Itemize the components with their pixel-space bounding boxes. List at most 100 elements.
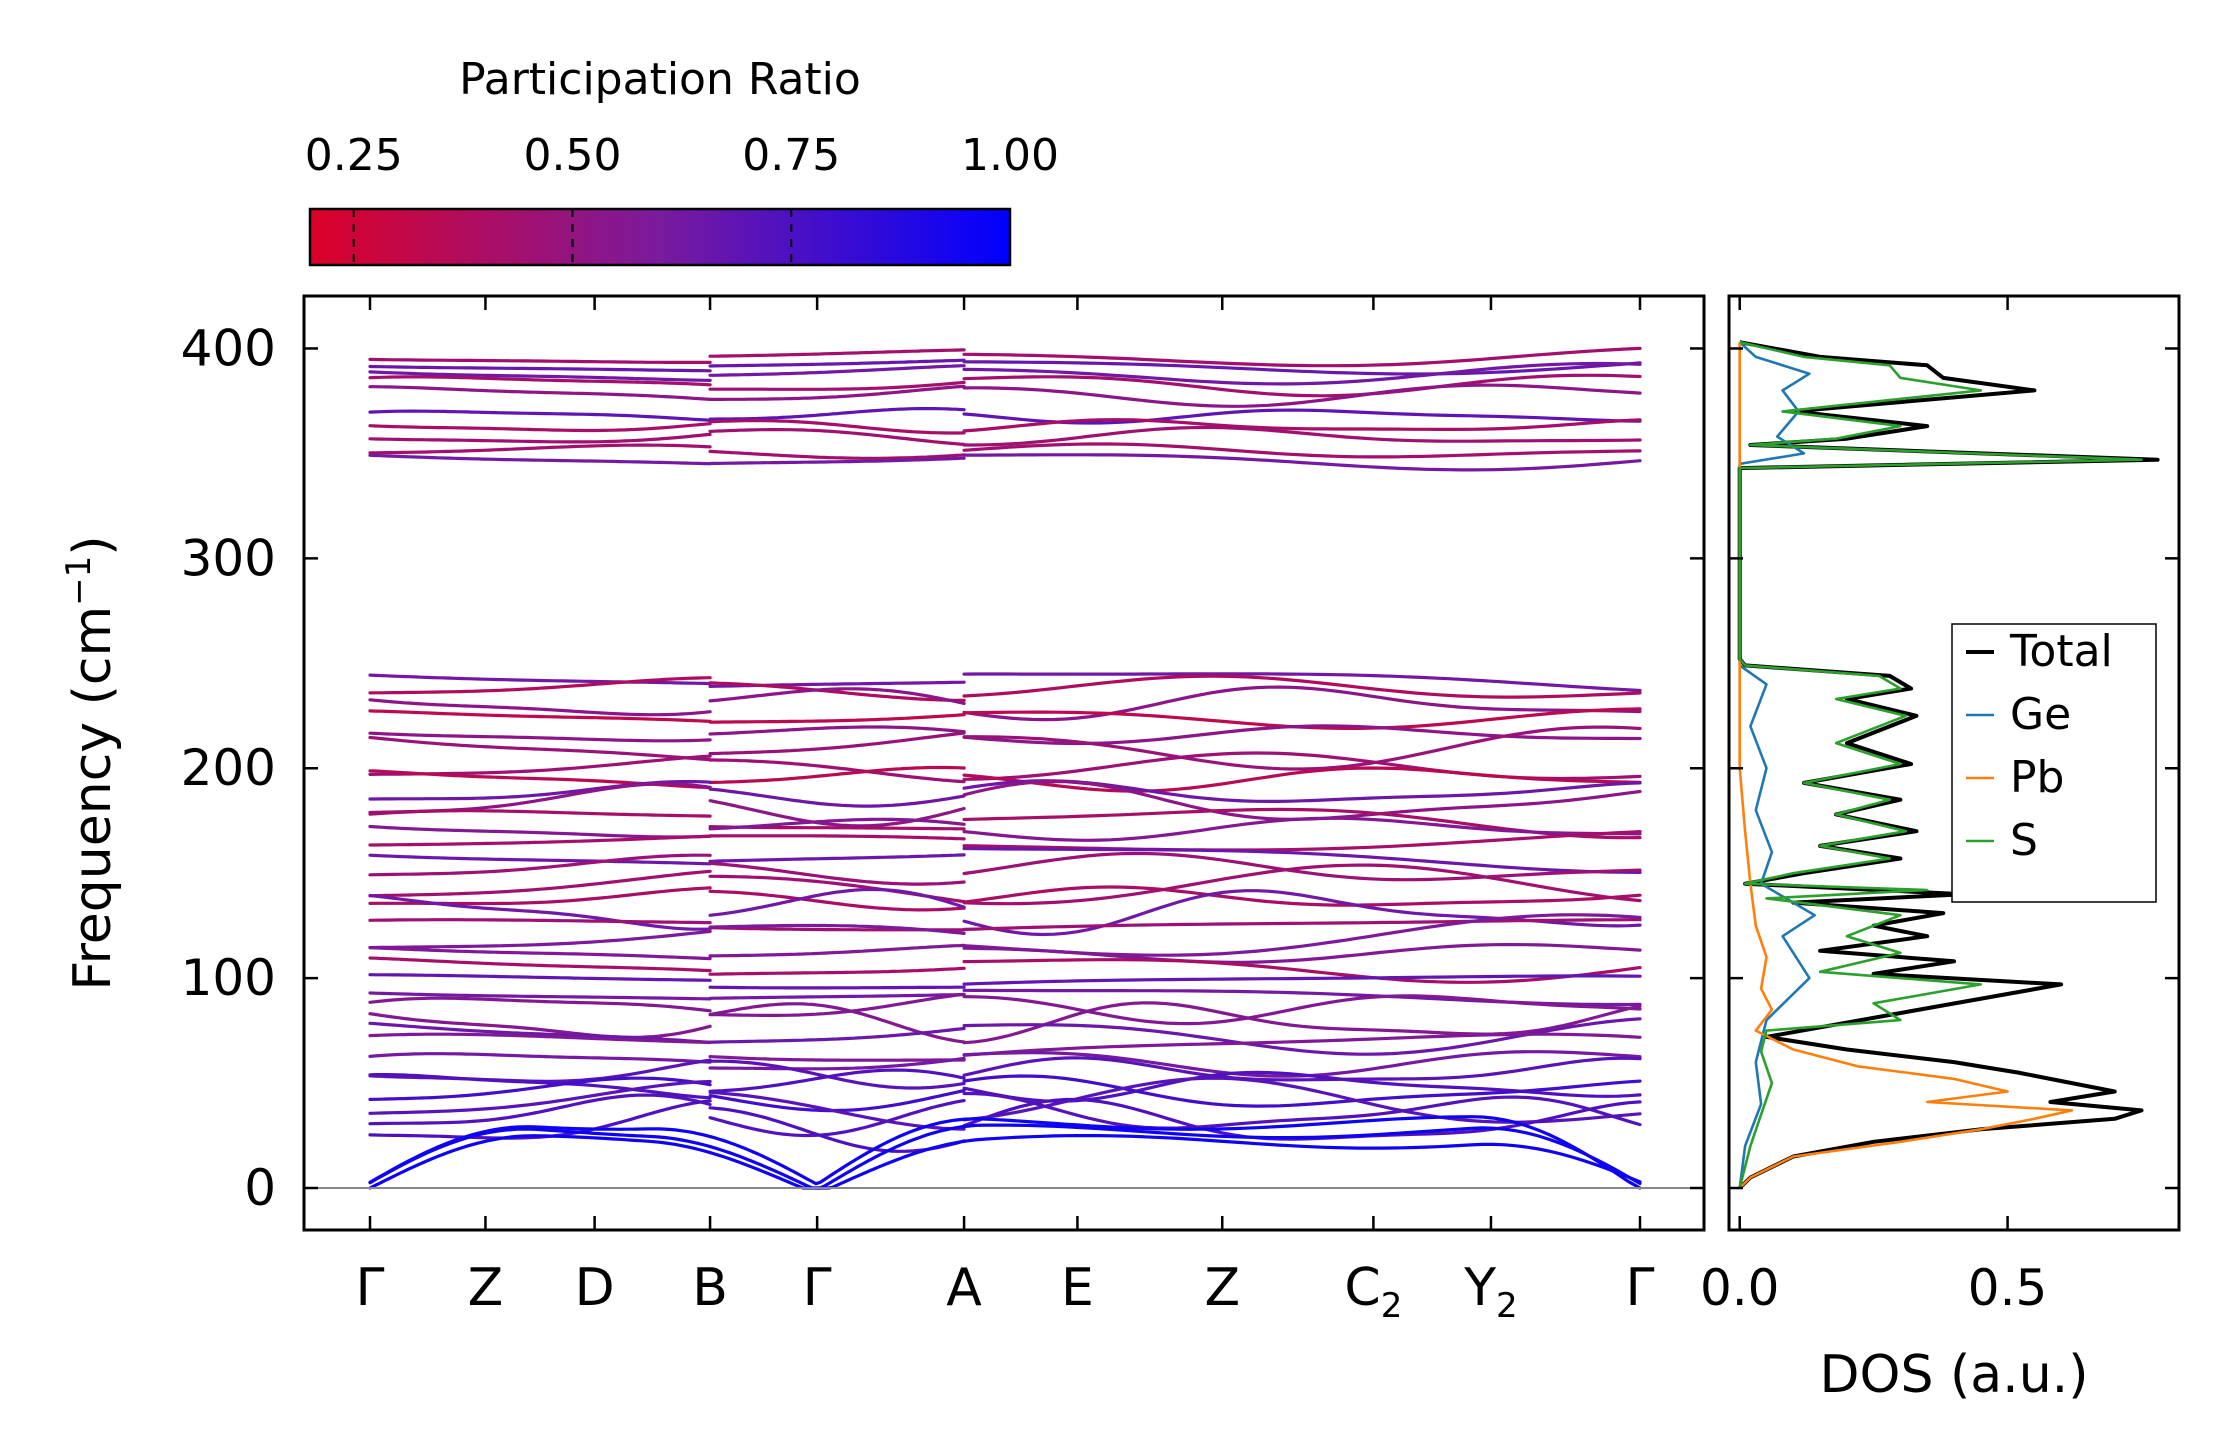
band-line bbox=[708, 923, 966, 935]
band-line bbox=[708, 834, 966, 841]
band-line bbox=[962, 1091, 1642, 1130]
band-line bbox=[368, 443, 712, 455]
band-line bbox=[708, 364, 966, 377]
dos-panel: 0.0 0.5 DOS (a.u.) Total Ge Pb S bbox=[1700, 294, 2181, 1405]
acoustic-band-line bbox=[962, 1115, 1642, 1190]
band-line bbox=[962, 994, 1642, 1026]
band-line bbox=[708, 681, 966, 702]
band-line bbox=[962, 766, 1642, 793]
band-line bbox=[368, 1021, 712, 1044]
band-line bbox=[708, 1099, 966, 1138]
band-line bbox=[708, 758, 966, 784]
band-line bbox=[962, 373, 1642, 398]
band-line bbox=[708, 1026, 966, 1044]
band-line bbox=[708, 817, 966, 831]
band-line bbox=[368, 673, 712, 686]
acoustic-band-line bbox=[368, 1125, 712, 1184]
band-line bbox=[368, 973, 712, 982]
band-line bbox=[962, 383, 1642, 408]
band-line bbox=[708, 985, 966, 990]
dos-axes-frame bbox=[1727, 294, 2181, 1232]
band-line bbox=[368, 956, 712, 973]
band-line bbox=[368, 364, 712, 373]
band-line bbox=[368, 370, 712, 382]
band-line bbox=[368, 357, 712, 364]
band-line bbox=[368, 918, 712, 925]
band-line bbox=[708, 992, 966, 1017]
acoustic-band-line bbox=[708, 1139, 966, 1190]
band-line bbox=[962, 751, 1642, 781]
band-line bbox=[962, 442, 1642, 459]
y-axis-label: Frequency (cm−1) bbox=[59, 535, 123, 990]
colorbar-gradient bbox=[308, 207, 1012, 267]
y-tick-label: 100 bbox=[181, 949, 276, 1007]
band-line bbox=[708, 765, 966, 785]
band-line bbox=[962, 361, 1642, 386]
acoustic-band-line bbox=[962, 1123, 1642, 1186]
band-line bbox=[708, 1002, 966, 1044]
band-line bbox=[368, 453, 712, 466]
y-tick-label: 200 bbox=[181, 739, 276, 797]
x-tick-label: Γ bbox=[356, 1258, 385, 1318]
band-line bbox=[708, 687, 966, 705]
colorbar-tick-label: 0.50 bbox=[524, 130, 622, 181]
band-structure-panel: 0 100 200 300 400 Γ Z D B Γ A E Z C2 Y2 Γ Frequency (cm… bbox=[59, 294, 1706, 1326]
band-line bbox=[962, 672, 1642, 693]
band-line bbox=[962, 918, 1642, 931]
band-line bbox=[962, 943, 1642, 964]
band-line bbox=[708, 449, 966, 460]
legend-label-pb: Pb bbox=[2010, 752, 2064, 803]
band-line bbox=[368, 422, 712, 433]
band-line bbox=[708, 1056, 966, 1071]
band-axes-frame bbox=[302, 294, 1706, 1232]
x-tick-label: D bbox=[575, 1258, 615, 1318]
band-line bbox=[708, 725, 966, 736]
band-line bbox=[708, 1106, 966, 1153]
band-line bbox=[962, 851, 1642, 882]
acoustic-band-line bbox=[962, 1134, 1642, 1184]
band-line bbox=[708, 966, 966, 976]
band-line bbox=[368, 1012, 712, 1039]
band-line bbox=[962, 1050, 1642, 1078]
legend-label-ge: Ge bbox=[2010, 689, 2071, 740]
band-line bbox=[708, 384, 966, 401]
band-line bbox=[368, 409, 712, 422]
band-line bbox=[962, 1056, 1642, 1082]
band-line bbox=[708, 348, 966, 358]
band-line bbox=[708, 358, 966, 368]
acoustic-band-line bbox=[708, 1124, 966, 1190]
band-line bbox=[368, 432, 712, 444]
band-line bbox=[368, 676, 712, 695]
band-line bbox=[708, 787, 966, 808]
band-line bbox=[368, 996, 712, 1013]
band-line bbox=[368, 385, 712, 401]
band-line bbox=[962, 885, 1642, 907]
dos-series-s bbox=[1738, 340, 2143, 1189]
legend-box bbox=[1951, 623, 2157, 903]
legend-label-total: Total bbox=[2009, 626, 2113, 677]
band-line bbox=[368, 1079, 712, 1115]
band-line bbox=[962, 674, 1642, 699]
band-line bbox=[368, 991, 712, 1001]
band-line bbox=[368, 929, 712, 950]
colorbar-tick-label: 1.00 bbox=[961, 130, 1059, 181]
band-line bbox=[708, 1068, 966, 1093]
band-line bbox=[368, 946, 712, 961]
x-tick-label: A bbox=[946, 1258, 982, 1318]
band-line bbox=[708, 887, 966, 917]
band-line bbox=[962, 360, 1642, 376]
band-line bbox=[962, 974, 1642, 986]
band-line bbox=[708, 380, 966, 391]
dos-series-pb bbox=[1738, 342, 2074, 1189]
band-line bbox=[708, 731, 966, 756]
x-tick-label: Γ bbox=[803, 1258, 832, 1318]
band-line bbox=[368, 869, 712, 898]
band-line bbox=[708, 419, 966, 435]
band-line bbox=[368, 1093, 712, 1126]
x-tick-label: C2 bbox=[1344, 1258, 1402, 1326]
colorbar: Participation Ratio 0.25 0.50 0.75 1.00 bbox=[305, 54, 1059, 267]
colorbar-tick-label: 0.75 bbox=[742, 130, 840, 181]
band-line bbox=[368, 1099, 712, 1140]
band-line bbox=[962, 453, 1642, 472]
band-line bbox=[368, 698, 712, 717]
